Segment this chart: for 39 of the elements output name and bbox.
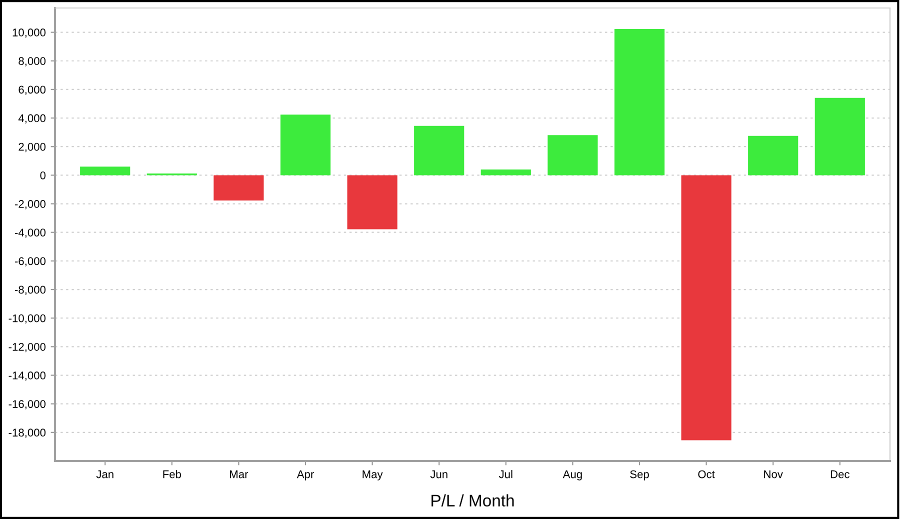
x-axis-title: P/L / Month: [432, 494, 514, 507]
bar: [214, 175, 264, 200]
bar: [681, 175, 732, 440]
x-tick-label: Feb: [163, 470, 182, 478]
bar: [80, 166, 130, 176]
y-tick-label: -12,000: [8, 342, 46, 352]
x-tick-label: Mar: [230, 470, 248, 478]
x-tick-label: Jul: [498, 470, 512, 478]
x-tick-label: Oct: [698, 470, 715, 478]
x-tick-label: Sep: [630, 470, 649, 480]
bar: [480, 169, 531, 176]
x-tick-label: Dec: [830, 470, 850, 478]
bar: [814, 98, 865, 176]
x-tick-label: Jun: [430, 470, 448, 478]
bar: [280, 114, 331, 176]
y-tick-label: -4,000: [14, 228, 46, 238]
x-tick-label: May: [362, 470, 383, 480]
x-tick-label: Aug: [562, 470, 582, 480]
bar: [614, 29, 665, 176]
y-tick-label: 6,000: [18, 86, 46, 95]
y-tick-label: -16,000: [8, 400, 46, 410]
y-tick-label: -18,000: [8, 428, 46, 438]
bar: [548, 135, 598, 176]
y-tick-label: -6,000: [14, 257, 46, 266]
y-tick-label: -10,000: [8, 314, 46, 324]
y-tick-label: -2,000: [14, 200, 46, 210]
bar: [347, 175, 398, 230]
bar: [414, 126, 464, 176]
y-tick-label: 10,000: [12, 28, 46, 38]
x-tick-label: Jan: [96, 470, 114, 478]
x-tick-label: Nov: [764, 470, 783, 478]
y-tick-label: -14,000: [8, 372, 46, 381]
x-tick-label: Apr: [296, 470, 314, 480]
y-tick-label: -8,000: [14, 286, 46, 295]
bar: [748, 136, 798, 176]
y-tick-label: 4,000: [18, 114, 46, 124]
y-tick-label: 0: [40, 171, 46, 180]
y-tick-label: 2,000: [18, 142, 46, 152]
y-tick-label: 8,000: [18, 57, 46, 66]
